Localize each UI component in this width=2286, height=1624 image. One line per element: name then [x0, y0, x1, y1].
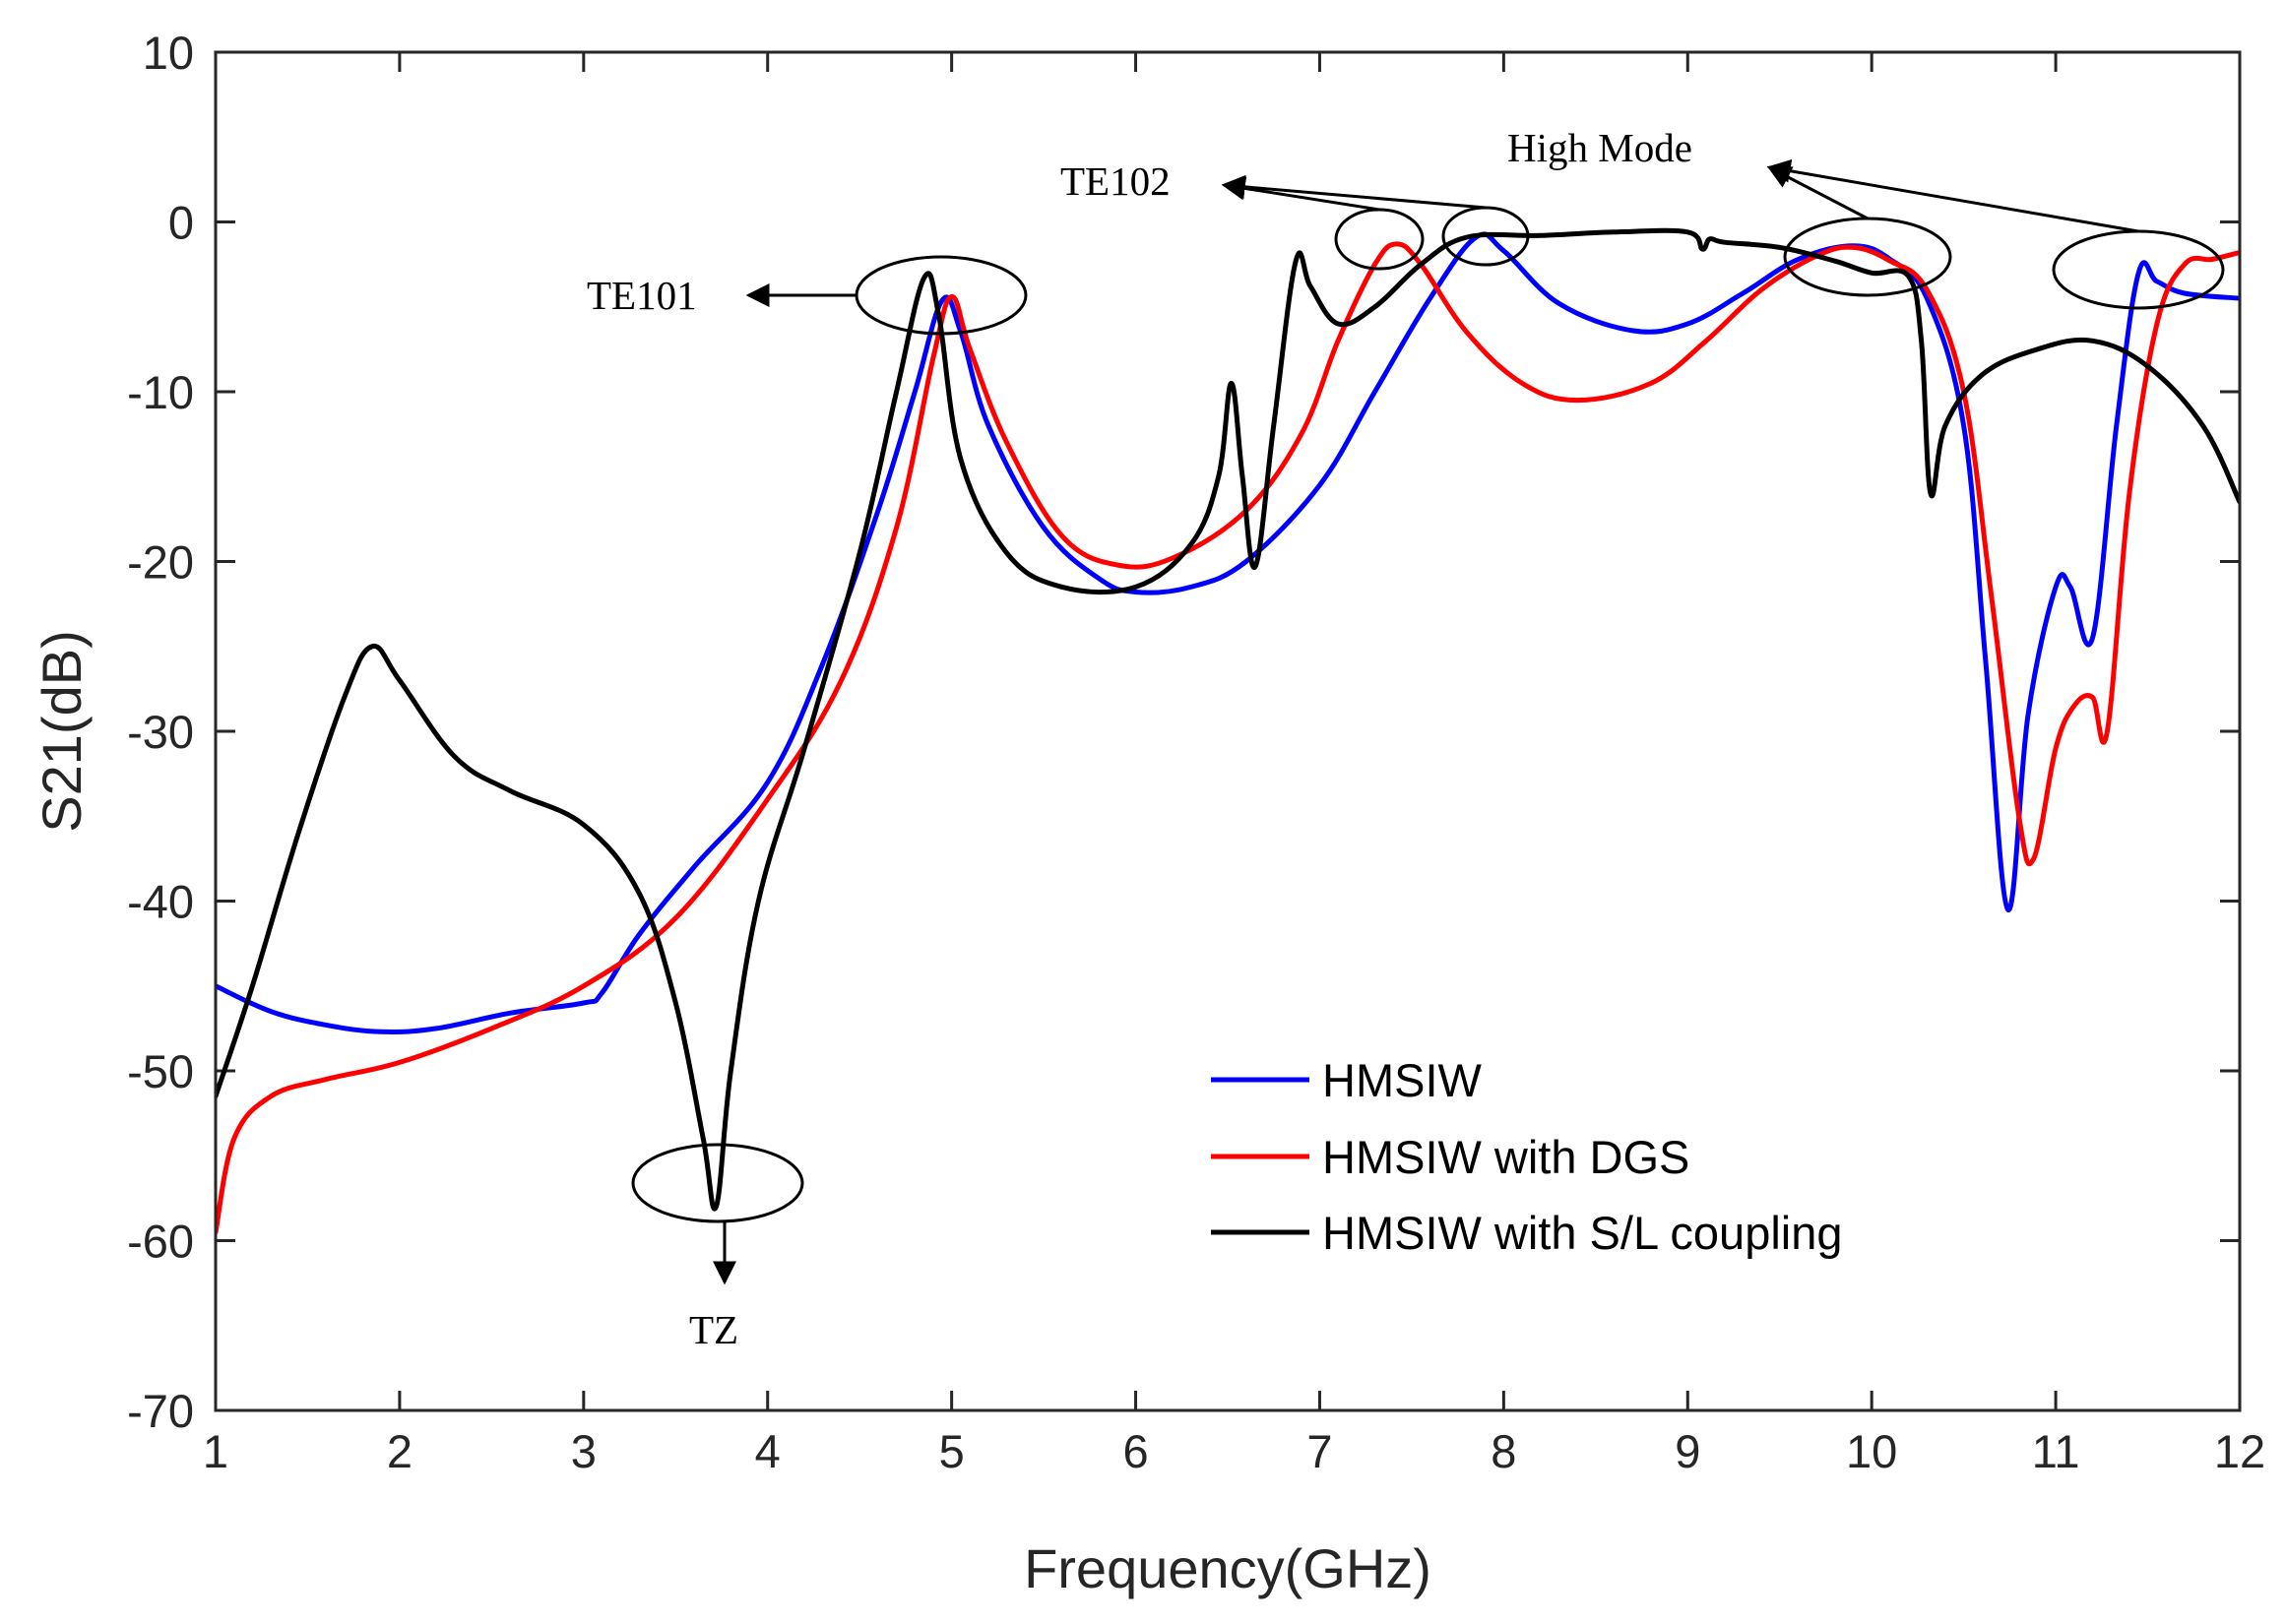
x-tick-label: 3: [571, 1425, 597, 1477]
ellipse-tz: [631, 1143, 804, 1223]
series-line-hmsiw: [216, 231, 2240, 1034]
x-tick-label: 8: [1491, 1425, 1516, 1477]
annotation-arrows: [713, 158, 2139, 1285]
x-tick-label: 4: [755, 1425, 781, 1477]
legend-label-hmsiw: HMSIW: [1322, 1054, 1483, 1106]
y-tick-label: -30: [127, 706, 194, 758]
y-tick-label: 10: [143, 27, 194, 79]
y-tick-label: -20: [127, 536, 194, 589]
x-tick-label: 2: [387, 1425, 413, 1477]
series-line-hmsiw-sl-coupling: [216, 227, 2240, 1212]
arrow-high-mode-b: [1766, 158, 2139, 233]
x-tick-label: 6: [1122, 1425, 1148, 1477]
annotation-te101: TE101: [587, 273, 697, 318]
legend: HMSIW HMSIW with DGS HMSIW with S/L coup…: [1211, 1054, 1843, 1259]
y-tick-label: -10: [127, 366, 194, 418]
annotation-high-mode: High Mode: [1507, 125, 1692, 170]
x-axis-label: Frequency(GHz): [1024, 1537, 1431, 1599]
y-axis-label: S21(dB): [31, 630, 93, 832]
x-tick-label: 11: [2032, 1425, 2080, 1477]
y-tick-label: -60: [127, 1216, 194, 1268]
arrow-te102-a: [1221, 176, 1380, 212]
annotation-te102: TE102: [1060, 158, 1171, 204]
y-tick-label: -70: [127, 1385, 194, 1437]
x-tick-label: 12: [2214, 1425, 2265, 1477]
plot-area: [216, 52, 2240, 1410]
x-tick-label: 10: [1846, 1425, 1897, 1477]
x-tick-label: 1: [203, 1425, 228, 1477]
series-layer: [216, 227, 2240, 1235]
y-tick-label: -50: [127, 1045, 194, 1097]
annotation-tz: TZ: [689, 1307, 738, 1352]
legend-label-hmsiw-dgs: HMSIW with DGS: [1322, 1131, 1689, 1183]
x-tick-label: 9: [1675, 1425, 1700, 1477]
x-tick-label: 7: [1306, 1425, 1332, 1477]
arrow-te102-b: [1221, 174, 1487, 210]
legend-label-hmsiw-sl: HMSIW with S/L coupling: [1322, 1207, 1843, 1259]
y-tick-label: -40: [127, 876, 194, 928]
y-tick-label: 0: [168, 197, 194, 249]
x-tick-label: 5: [939, 1425, 965, 1477]
axes-box: [214, 50, 2242, 1412]
